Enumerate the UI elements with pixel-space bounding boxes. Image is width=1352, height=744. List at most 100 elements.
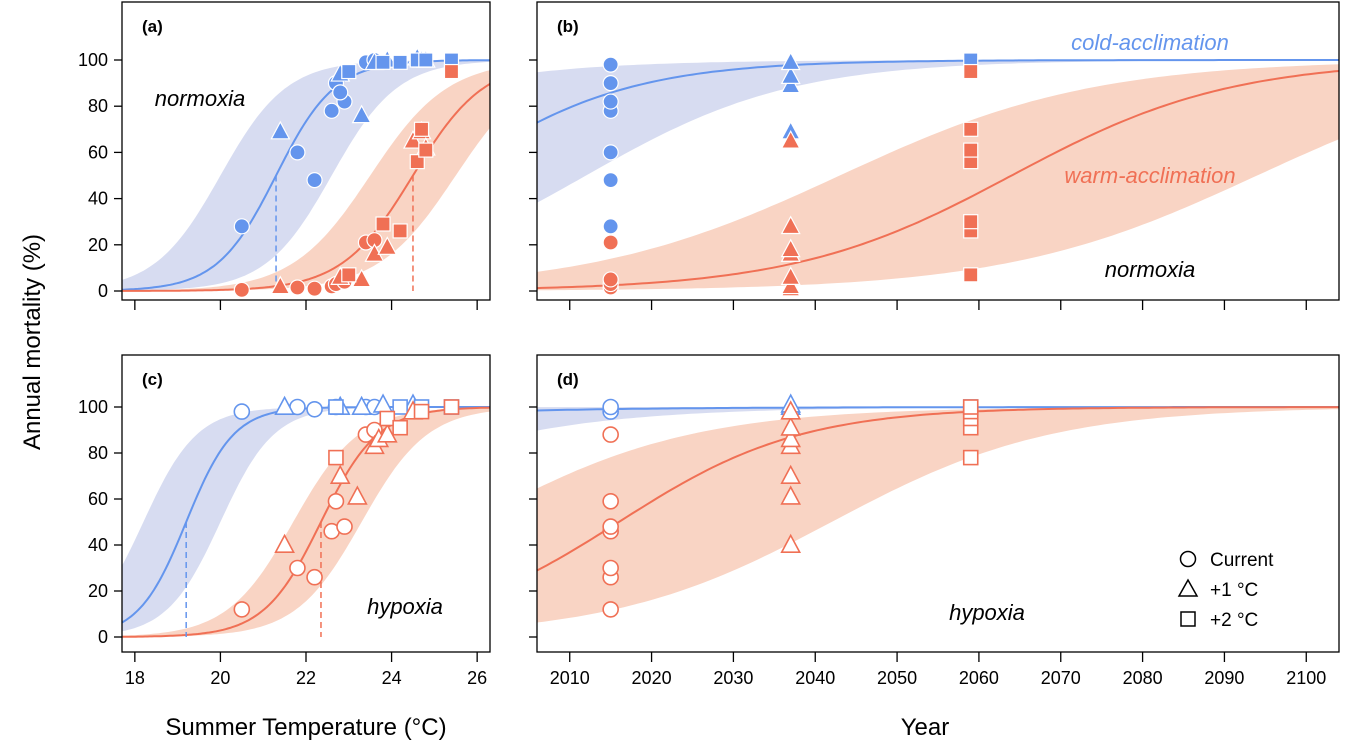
legend: Current +1 °C +2 °C bbox=[1177, 550, 1274, 631]
warm-plus1-point bbox=[780, 238, 801, 258]
warm-plus1-point bbox=[780, 427, 802, 448]
warm-plus1-point bbox=[347, 485, 368, 505]
x-tick-label: 2090 bbox=[1204, 668, 1244, 688]
cold-current-point bbox=[602, 56, 619, 73]
x-tick-label: 2060 bbox=[959, 668, 999, 688]
cold-plus1-point bbox=[270, 120, 291, 140]
cold-acclimation-annotation: cold-acclimation bbox=[1071, 30, 1229, 55]
panel-label: (c) bbox=[142, 370, 163, 389]
y-tick-label: 100 bbox=[78, 50, 108, 70]
cold-plus1-point bbox=[780, 51, 801, 71]
warm-current-point bbox=[602, 559, 619, 577]
warm-plus2-point bbox=[963, 214, 979, 230]
warm-plus2-point bbox=[963, 142, 979, 158]
warm-plus1-point bbox=[780, 464, 802, 485]
warm-acclimation-fit-line bbox=[537, 406, 1339, 572]
warm-plus1-point bbox=[780, 266, 801, 285]
y-tick-label: 80 bbox=[88, 96, 108, 116]
warm-plus1-point bbox=[377, 236, 398, 255]
x-tick-label: 26 bbox=[467, 668, 487, 688]
cold-plus1-point bbox=[274, 395, 295, 416]
warm-current-point bbox=[306, 568, 323, 586]
cold-acclimation-fit-line bbox=[537, 59, 1339, 124]
warm-acclimation-annotation: warm-acclimation bbox=[1064, 163, 1235, 188]
x-tick-label: 2050 bbox=[877, 668, 917, 688]
legend-triangle-icon bbox=[1177, 578, 1199, 597]
y-tick-label: 40 bbox=[88, 535, 108, 555]
plot-frame bbox=[536, 354, 1340, 653]
condition-annotation: hypoxia bbox=[949, 600, 1025, 625]
x-axis-title-year: Year bbox=[901, 714, 950, 741]
warm-current-point bbox=[602, 518, 619, 535]
warm-current-point bbox=[233, 601, 251, 618]
panel-d: 2010 2020 2030 2040 2050 2060 2070 2080 2090 2100… bbox=[529, 354, 1340, 688]
cold-acclimation-band bbox=[537, 60, 1339, 203]
warm-plus2-point bbox=[379, 410, 396, 427]
x-tick-label: 2040 bbox=[795, 668, 835, 688]
x-tick-label: 2030 bbox=[713, 668, 753, 688]
warm-plus2-point bbox=[392, 419, 408, 436]
cold-plus2-point bbox=[375, 54, 391, 70]
legend-square-icon bbox=[1180, 611, 1196, 627]
panel-c: 0 20 40 60 80 100 18 20 22 24 26 (c) hypoxia bbox=[78, 354, 491, 688]
warm-plus2-point bbox=[413, 121, 430, 137]
warm-plus1-point bbox=[270, 275, 291, 295]
condition-annotation: hypoxia bbox=[367, 594, 443, 619]
y-tick-label: 100 bbox=[78, 397, 108, 417]
condition-annotation: normoxia bbox=[155, 86, 245, 111]
warm-acclimation-band bbox=[537, 64, 1339, 291]
warm-current-point bbox=[602, 271, 619, 288]
warm-plus2-point bbox=[963, 63, 979, 80]
cold-current-point bbox=[602, 218, 619, 235]
cold-current-point bbox=[323, 102, 340, 119]
cold-acclimation-band bbox=[122, 60, 490, 291]
warm-plus2-point bbox=[443, 399, 460, 415]
legend-circle-icon bbox=[1179, 550, 1197, 568]
plot-frame bbox=[536, 1, 1340, 301]
x-tick-label: 2020 bbox=[632, 668, 672, 688]
y-tick-label: 0 bbox=[98, 281, 108, 301]
cold-plus1-point bbox=[780, 65, 801, 84]
x-tick-label: 20 bbox=[210, 668, 230, 688]
panel-label: (d) bbox=[557, 370, 579, 389]
warm-acclimation-fit-line bbox=[537, 70, 1339, 290]
cold-current-point bbox=[306, 172, 323, 189]
x-axis-title-temperature: Summer Temperature (°C) bbox=[165, 714, 446, 741]
cold-plus1-point bbox=[351, 395, 372, 416]
warm-current-point bbox=[336, 518, 353, 535]
warm-current-point bbox=[602, 601, 619, 618]
panel-a: 0 20 40 60 80 100 (a) normoxia bbox=[78, 1, 491, 310]
y-tick-label: 0 bbox=[98, 627, 108, 647]
warm-plus1-point bbox=[402, 129, 423, 149]
warm-plus2-point bbox=[963, 121, 979, 137]
cold-current-point bbox=[233, 218, 250, 235]
warm-plus1-point bbox=[376, 423, 398, 443]
warm-plus1-point bbox=[780, 275, 801, 295]
warm-current-point bbox=[602, 426, 619, 443]
cold-plus2-point bbox=[341, 63, 357, 80]
warm-plus1-point bbox=[780, 416, 802, 436]
y-tick-label: 20 bbox=[88, 581, 108, 601]
y-tick-label: 60 bbox=[88, 489, 108, 509]
warm-plus2-point bbox=[962, 449, 979, 466]
cold-plus1-point bbox=[351, 104, 372, 124]
cold-current-point bbox=[602, 93, 619, 110]
x-tick-label: 18 bbox=[125, 668, 145, 688]
cold-plus2-point bbox=[418, 52, 434, 68]
cold-current-point bbox=[233, 403, 251, 420]
plot-area bbox=[537, 51, 1339, 297]
cold-current-point bbox=[306, 400, 323, 418]
x-tick-label: 2100 bbox=[1286, 668, 1326, 688]
warm-plus2-point bbox=[418, 142, 434, 158]
warm-plus2-point bbox=[409, 154, 425, 170]
panel-b: (b) cold-acclimation warm-acclimation normo… bbox=[529, 1, 1340, 310]
plot-area bbox=[537, 393, 1339, 623]
plot-area bbox=[122, 46, 490, 298]
x-tick-label: 2070 bbox=[1041, 668, 1081, 688]
warm-plus1-point bbox=[780, 533, 802, 554]
warm-plus1-point bbox=[780, 215, 801, 235]
warm-plus2-point bbox=[341, 267, 357, 283]
warm-plus2-point bbox=[963, 267, 979, 283]
y-tick-label: 40 bbox=[88, 189, 108, 209]
